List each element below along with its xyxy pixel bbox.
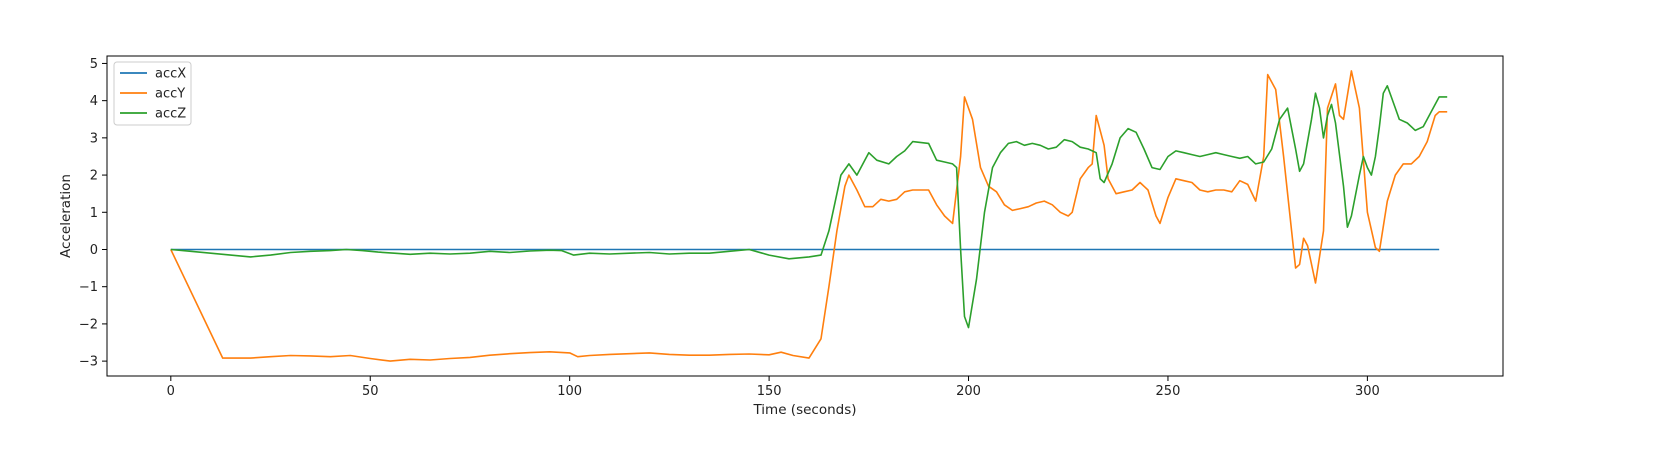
series-line-accY bbox=[170, 70, 1448, 362]
plot-frame bbox=[106, 55, 1504, 377]
legend-box bbox=[113, 61, 192, 126]
x-tick-label: 100 bbox=[557, 384, 582, 399]
x-tick-label: 0 bbox=[167, 384, 175, 399]
x-tick-label: 200 bbox=[956, 384, 981, 399]
x-tick-label: 50 bbox=[362, 384, 379, 399]
y-axis: −3 −2 −1 0 1 2 3 4 5 bbox=[79, 57, 107, 370]
series-line-accZ bbox=[170, 85, 1448, 329]
y-tick-label: 5 bbox=[90, 57, 98, 72]
legend-label-accX: accX bbox=[155, 67, 186, 82]
y-tick-label: −3 bbox=[79, 355, 98, 370]
series-layer bbox=[170, 70, 1448, 362]
y-tick-label: −2 bbox=[79, 317, 98, 332]
x-tick-label: 150 bbox=[757, 384, 782, 399]
y-tick-label: 0 bbox=[90, 243, 98, 258]
y-axis-label: Acceleration bbox=[58, 174, 74, 258]
x-axis-label: Time (seconds) bbox=[752, 402, 856, 418]
x-tick-label: 300 bbox=[1355, 384, 1380, 399]
y-tick-label: 3 bbox=[90, 131, 98, 146]
x-tick-label: 250 bbox=[1156, 384, 1181, 399]
legend-label-accZ: accZ bbox=[155, 107, 186, 122]
legend-label-accY: accY bbox=[155, 87, 185, 102]
y-tick-label: 2 bbox=[90, 169, 98, 184]
x-axis: 0 50 100 150 200 250 300 bbox=[167, 376, 1380, 399]
y-tick-label: 4 bbox=[90, 94, 98, 109]
y-tick-label: 1 bbox=[90, 206, 98, 221]
legend: accX accY accZ bbox=[113, 61, 192, 126]
y-tick-label: −1 bbox=[79, 280, 98, 295]
